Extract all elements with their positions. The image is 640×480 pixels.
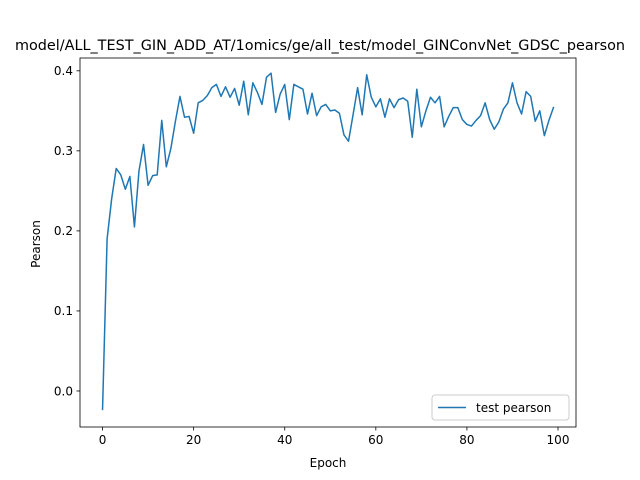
y-tick-label: 0.0 (54, 384, 73, 398)
y-tick-label: 0.2 (54, 224, 73, 238)
x-tick-label: 100 (547, 433, 570, 447)
axes-frame (79, 57, 577, 428)
y-tick-label: 0.1 (54, 304, 73, 318)
y-tick-label: 0.3 (54, 144, 73, 158)
x-tick-label: 80 (459, 433, 474, 447)
legend-label-0: test pearson (476, 401, 551, 415)
legend-box (431, 394, 570, 421)
y-tick-label: 0.4 (54, 64, 73, 78)
chart-title: model/ALL_TEST_GIN_ADD_AT/1omics/ge/all_… (15, 38, 625, 54)
legend: test pearson (431, 394, 570, 421)
x-tick-label: 40 (277, 433, 292, 447)
plot-area: 0 20 40 60 80 100 0.0 0.1 0.2 0.3 0.4 test pearson (54, 57, 577, 447)
x-axis-label: Epoch (310, 456, 347, 470)
x-tick-label: 60 (368, 433, 383, 447)
x-tick-label: 0 (99, 433, 107, 447)
series-line-0 (101, 72, 555, 411)
y-axis-label: Pearson (29, 220, 43, 268)
x-tick-label: 20 (186, 433, 201, 447)
